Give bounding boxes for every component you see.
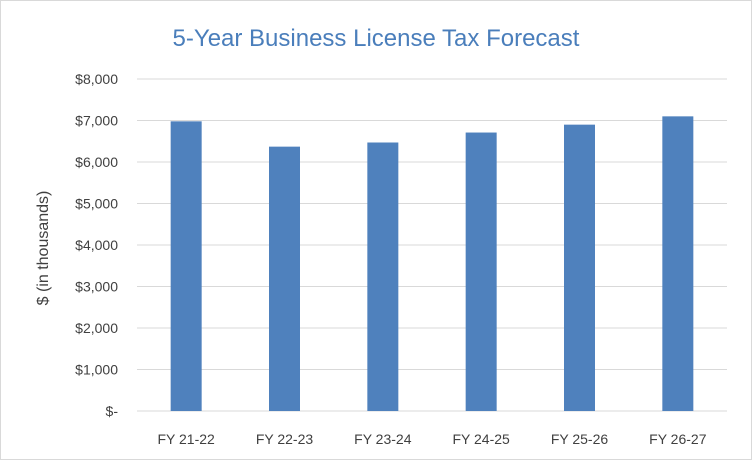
bar bbox=[367, 142, 399, 411]
x-tick-label: FY 24-25 bbox=[452, 431, 510, 447]
y-tick-label: $7,000 bbox=[75, 113, 118, 129]
gridlines bbox=[137, 78, 727, 412]
y-tick-label: $5,000 bbox=[75, 196, 118, 212]
y-tick-label: $1,000 bbox=[75, 362, 118, 378]
x-tick-label: FY 26-27 bbox=[649, 431, 707, 447]
bar bbox=[465, 132, 497, 411]
bars bbox=[170, 116, 694, 412]
x-tick-label: FY 22-23 bbox=[256, 431, 314, 447]
y-tick-labels: $- $1,000 $2,000 $3,000 $4,000 $5,000 $6,000 $7… bbox=[75, 71, 118, 419]
y-tick-label: $8,000 bbox=[75, 71, 118, 87]
chart-title: 5-Year Business License Tax Forecast bbox=[173, 25, 580, 52]
bar bbox=[564, 124, 595, 412]
x-tick-label: FY 23-24 bbox=[354, 431, 412, 447]
y-tick-label: $2,000 bbox=[75, 320, 118, 336]
x-tick-label: FY 25-26 bbox=[551, 431, 609, 447]
bar bbox=[170, 121, 202, 411]
y-tick-label: $- bbox=[106, 403, 119, 419]
bar bbox=[662, 116, 694, 411]
y-axis-title: $ (in thousands) bbox=[35, 191, 52, 306]
y-tick-label: $3,000 bbox=[75, 279, 118, 295]
y-tick-label: $6,000 bbox=[75, 154, 118, 170]
x-tick-label: FY 21-22 bbox=[157, 431, 215, 447]
y-tick-label: $4,000 bbox=[75, 237, 118, 253]
bar bbox=[269, 146, 300, 411]
x-tick-labels: FY 21-22 FY 22-23 FY 23-24 FY 24-25 FY 25-26… bbox=[157, 431, 706, 447]
